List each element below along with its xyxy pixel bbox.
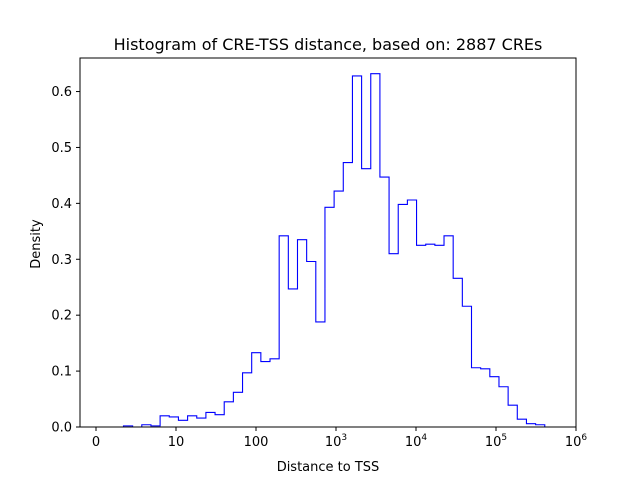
chart-title: Histogram of CRE-TSS distance, based on:… [114,35,543,54]
y-tick-label: 0.6 [51,85,72,100]
x-tick-label: 0 [92,435,100,450]
x-tick-label: 106 [565,433,588,450]
y-tick-label: 0.2 [51,309,72,324]
y-tick-label: 0.4 [51,197,72,212]
y-tick-label: 0.5 [51,141,72,156]
x-tick-label: 104 [405,433,428,450]
y-tick-label: 0.0 [51,421,72,436]
y-tick-label: 0.3 [51,253,72,268]
x-tick-label: 10 [168,435,185,450]
plot-area: 0 10 100 103 104 105 106 0.0 0.1 0.2 0.3 0.4 0.5 0.6 [51,57,588,450]
x-tick-label: 100 [244,435,269,450]
histogram-steps [96,73,546,428]
x-tick-label: 103 [325,433,347,450]
y-axis-label: Density [29,219,44,269]
y-tick-label: 0.1 [51,365,72,380]
plot-frame [79,57,577,428]
x-axis-label: Distance to TSS [277,460,380,475]
x-tick-label: 105 [485,433,507,450]
